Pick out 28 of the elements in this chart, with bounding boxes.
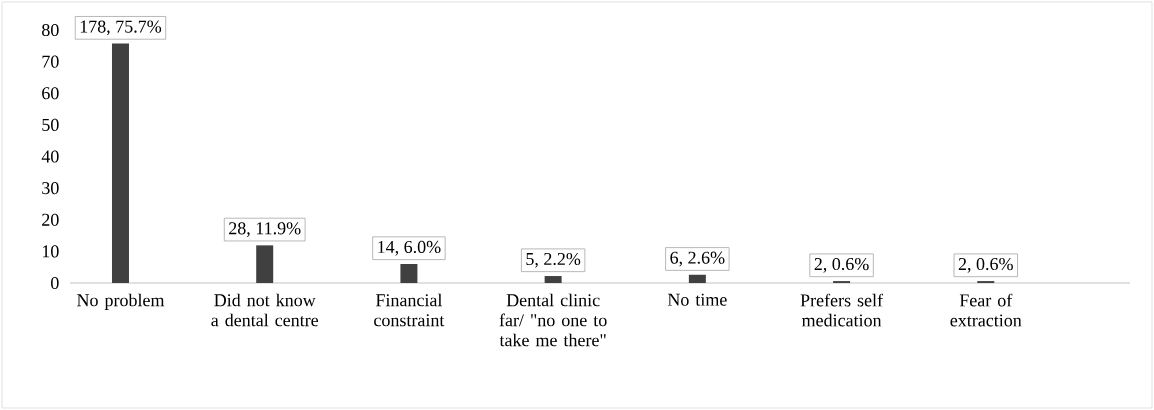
y-tick-label: 80 [42,23,59,37]
bar [111,43,129,283]
y-tick-label: 0 [51,276,59,290]
bar [256,245,274,283]
y-tick-label: 70 [42,55,59,68]
x-tick-label: Fear of extraction [950,293,1022,327]
y-tick-label: 50 [42,118,59,131]
y-tick-label: 10 [42,245,59,258]
x-tick-label: Did not know a dental centre [211,293,319,327]
bar [544,276,562,283]
data-label: 6, 2.6% [670,251,725,267]
data-label: 2, 0.6% [814,257,869,273]
y-tick-label: 20 [42,213,59,226]
data-label: 14, 6.0% [378,240,441,256]
x-tick-label: Prefers self medication [800,293,884,327]
x-tick-label: Financial constraint [374,293,445,327]
x-tick-label: No problem [77,293,165,310]
y-tick-label: 60 [42,87,59,100]
bar [688,274,706,283]
x-tick-label: No time [667,293,727,306]
y-tick-label: 30 [42,182,59,195]
data-label: 28, 11.9% [229,222,301,237]
bar [400,264,418,283]
x-tick-label: Dental clinic far/ "no one to take me there" [499,293,607,347]
y-tick-label: 40 [41,150,59,163]
data-label: 178, 75.7% [80,20,162,36]
data-label: 5, 2.2% [526,252,581,268]
data-label: 2, 0.6% [958,257,1013,273]
